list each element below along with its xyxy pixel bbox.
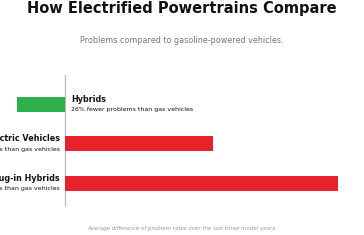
Bar bbox=[17, 97, 65, 112]
Text: 26% fewer problems than gas vehicles: 26% fewer problems than gas vehicles bbox=[71, 107, 193, 112]
Text: Electric Vehicles: Electric Vehicles bbox=[0, 134, 60, 143]
Text: 146% more problems than gas vehicles: 146% more problems than gas vehicles bbox=[0, 186, 60, 191]
Text: Hybrids: Hybrids bbox=[71, 95, 106, 104]
Bar bbox=[65, 176, 338, 191]
Text: How Electrified Powertrains Compare: How Electrified Powertrains Compare bbox=[27, 1, 337, 16]
Bar bbox=[65, 137, 213, 151]
Text: Average difference of problem rates over the last three model years.: Average difference of problem rates over… bbox=[87, 227, 277, 231]
Text: Plug-in Hybrids: Plug-in Hybrids bbox=[0, 174, 60, 183]
Text: Problems compared to gasoline-powered vehicles.: Problems compared to gasoline-powered ve… bbox=[80, 36, 284, 45]
Text: 79% more problems than gas vehicles: 79% more problems than gas vehicles bbox=[0, 147, 60, 152]
